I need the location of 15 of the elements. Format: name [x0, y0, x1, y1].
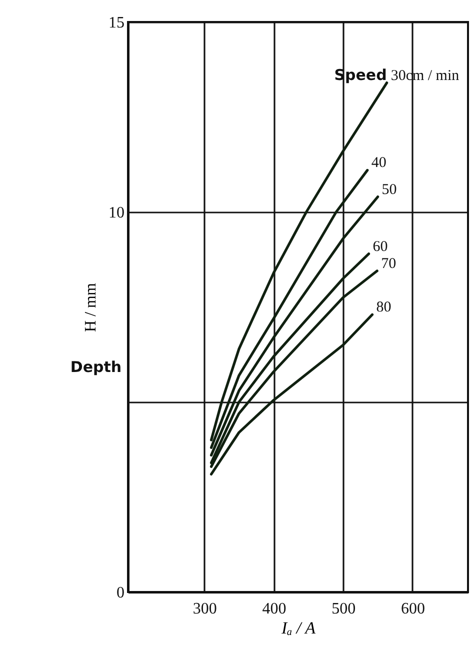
text: Depth: [70, 358, 122, 376]
x-tick-label: 600: [400, 600, 425, 618]
x-tick-label: 500: [332, 600, 356, 618]
series-label: 70: [381, 256, 396, 272]
y-tick-label: 0: [116, 584, 124, 602]
y-axis-title: H / mm: [82, 282, 100, 332]
series-label: 40: [371, 155, 386, 172]
series-label: 60: [372, 238, 388, 255]
series-label: 80: [376, 300, 392, 316]
x-axis-title: Iₐ / A: [280, 618, 316, 638]
y-tick-label: 15: [108, 14, 124, 32]
series-label: 50: [382, 182, 397, 198]
x-tick-label: 400: [262, 600, 286, 618]
y-tick-label: 10: [108, 204, 124, 222]
x-tick-label: 300: [192, 600, 217, 618]
